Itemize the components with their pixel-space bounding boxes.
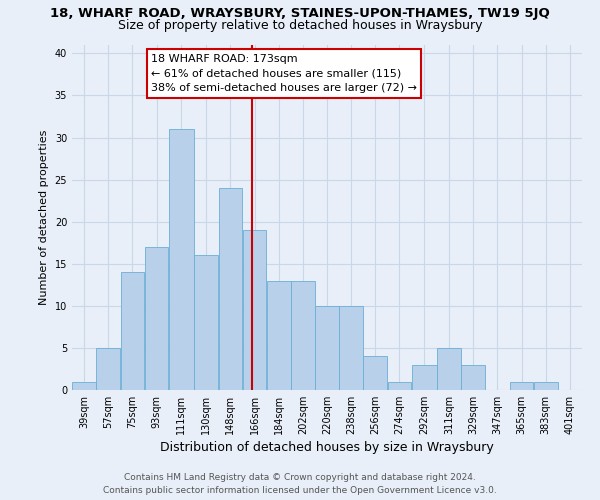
Bar (242, 230, 266, 390)
Y-axis label: Number of detached properties: Number of detached properties (39, 130, 49, 305)
Bar (315, 306, 339, 390)
Bar (97, 348, 120, 390)
Bar (194, 256, 218, 390)
Bar (72, 382, 96, 390)
Text: Size of property relative to detached houses in Wraysbury: Size of property relative to detached ho… (118, 19, 482, 32)
Bar (145, 247, 169, 390)
Text: Contains HM Land Registry data © Crown copyright and database right 2024.
Contai: Contains HM Land Registry data © Crown c… (103, 474, 497, 495)
Bar (461, 365, 485, 390)
X-axis label: Distribution of detached houses by size in Wraysbury: Distribution of detached houses by size … (160, 441, 494, 454)
Bar (510, 382, 533, 390)
Bar (267, 280, 290, 390)
Bar (534, 382, 557, 390)
Bar (388, 382, 412, 390)
Text: 18, WHARF ROAD, WRAYSBURY, STAINES-UPON-THAMES, TW19 5JQ: 18, WHARF ROAD, WRAYSBURY, STAINES-UPON-… (50, 8, 550, 20)
Bar (291, 280, 314, 390)
Bar (437, 348, 461, 390)
Bar (412, 365, 437, 390)
Bar (218, 188, 242, 390)
Bar (121, 272, 144, 390)
Bar (340, 306, 363, 390)
Text: 18 WHARF ROAD: 173sqm
← 61% of detached houses are smaller (115)
38% of semi-det: 18 WHARF ROAD: 173sqm ← 61% of detached … (151, 54, 417, 93)
Bar (169, 129, 194, 390)
Bar (364, 356, 387, 390)
